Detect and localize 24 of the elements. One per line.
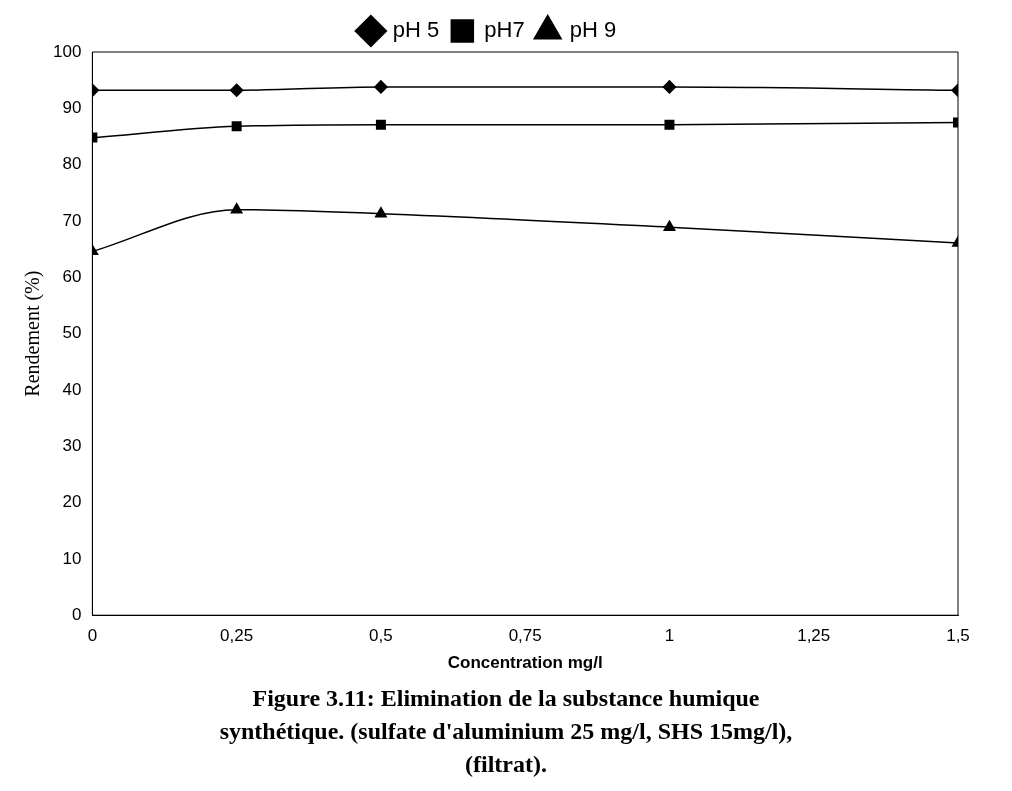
- y-tick-label: 60: [62, 266, 82, 286]
- y-axis-title: Rendement (%): [21, 270, 45, 397]
- y-tick-label: 100: [52, 41, 82, 61]
- x-tick-label: 1: [664, 626, 675, 646]
- y-tick-label: 0: [71, 604, 82, 624]
- y-tick-label: 30: [62, 435, 82, 455]
- x-tick-label: 0,5: [369, 626, 393, 646]
- x-axis-title: Concentration mg/l: [447, 653, 603, 673]
- x-tick-label: 0,75: [508, 626, 542, 646]
- y-tick-label: 20: [62, 492, 82, 512]
- y-tick-label: 90: [62, 98, 82, 118]
- legend-label: pH 9: [569, 17, 617, 43]
- x-tick-label: 1,5: [946, 626, 970, 646]
- y-tick-label: 50: [62, 323, 82, 343]
- y-tick-label: 10: [62, 548, 82, 568]
- y-tick-label: 80: [62, 154, 82, 174]
- x-tick-label: 1,25: [797, 626, 831, 646]
- y-tick-label: 70: [62, 210, 82, 230]
- text: Figure 3.11: Elimination de la substance humique synthétique. (sulfate d'aluminium 25 mg/l, SHS 15mg/l),(filtrat).: [218, 684, 794, 779]
- legend-label: pH 5: [392, 17, 440, 43]
- legend-label: pH7: [484, 17, 525, 43]
- x-tick-label: 0: [87, 626, 98, 646]
- x-tick-label: 0,25: [220, 626, 254, 646]
- y-tick-label: 40: [62, 379, 82, 399]
